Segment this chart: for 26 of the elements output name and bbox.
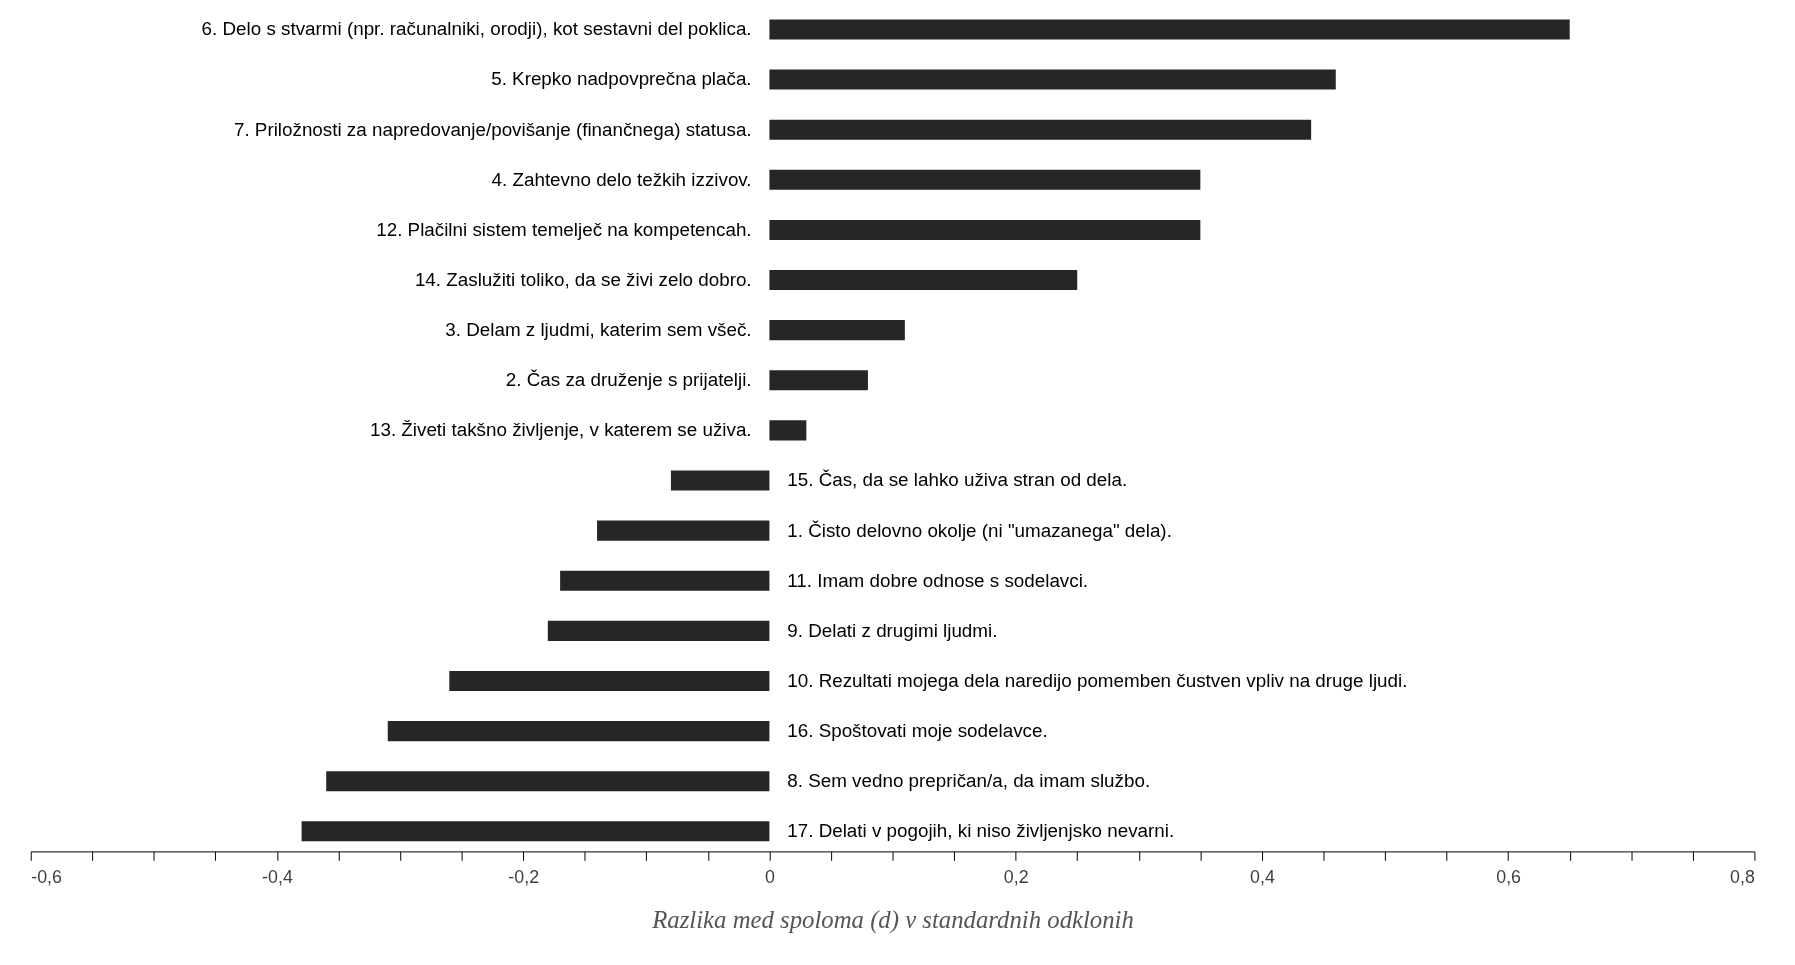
x-tick-label: -0,4 xyxy=(262,866,293,887)
y-tick-label: 1. Čisto delovno okolje (ni "umazanega" dela). xyxy=(787,519,1172,541)
y-tick-label: 8. Sem vedno prepričan/a, da imam službo. xyxy=(787,770,1151,792)
y-tick-label: 17. Delati v pogojih, ki niso življenjsko nevarni. xyxy=(787,820,1175,842)
x-tick-label: 0,2 xyxy=(1003,866,1029,887)
x-tick-label: 0 xyxy=(764,866,775,887)
y-tick-label: 7. Priložnosti za napredovanje/povišanje (finančnega) statusa. xyxy=(233,118,752,140)
y-tick-label: 2. Čas za druženje s prijatelji. xyxy=(505,369,752,391)
y-tick-label: 14. Zaslužiti toliko, da se živi zelo dobro. xyxy=(414,268,752,290)
x-tick-label: 0,6 xyxy=(1496,866,1522,887)
x-tick-label: 0,8 xyxy=(1730,866,1755,887)
y-tick-label: 15. Čas, da se lahko uživa stran od dela. xyxy=(787,469,1128,491)
y-tick-label: 12. Plačilni sistem temelječ na kompetencah. xyxy=(376,218,752,240)
y-tick-label: 3. Delam z ljudmi, katerim sem všeč. xyxy=(445,319,752,341)
y-tick-label: 4. Zahtevno delo težkih izzivov. xyxy=(491,168,752,190)
x-tick-label: -0,6 xyxy=(31,866,63,887)
y-tick-label: 5. Krepko nadpovprečna plača. xyxy=(491,68,752,90)
y-tick-label: 16. Spoštovati moje sodelavce. xyxy=(787,720,1048,742)
y-tick-label: 9. Delati z drugimi ljudmi. xyxy=(787,619,998,641)
y-tick-label: 11. Imam dobre odnose s sodelavci. xyxy=(787,569,1089,591)
x-axis-title: Razlika med spoloma (d) v standardnih odklonih xyxy=(651,906,1134,935)
y-tick-label: 13. Živeti takšno življenje, v katerem se uživa. xyxy=(369,419,752,441)
x-tick-label: 0,4 xyxy=(1250,866,1275,887)
y-tick-label: 10. Rezultati mojega dela naredijo pomemben čustven vpliv na druge ljudi. xyxy=(787,669,1408,691)
y-tick-label: 6. Delo s stvarmi (npr. računalniki, orodji), kot sestavni del poklica. xyxy=(201,18,752,40)
x-tick-label: -0,2 xyxy=(508,866,540,887)
